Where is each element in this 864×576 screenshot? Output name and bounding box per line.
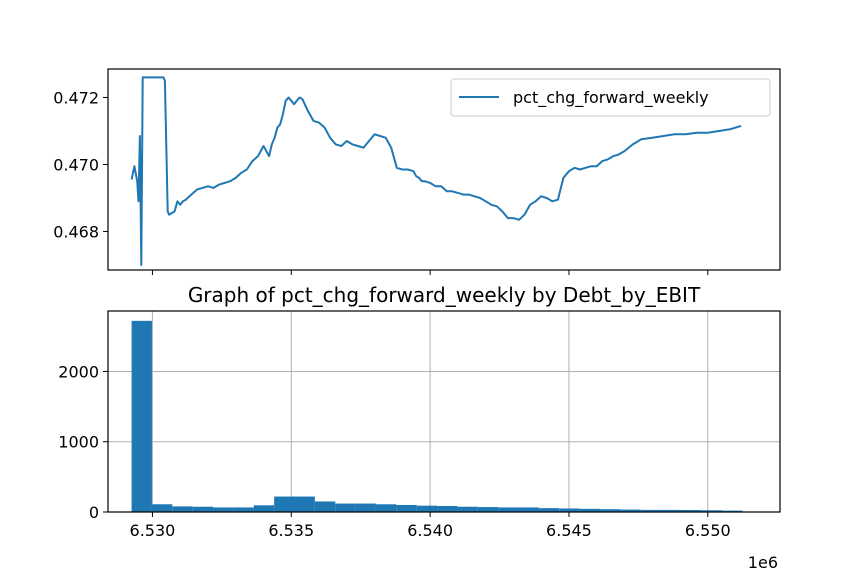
line-chart-y-tick-label: 0.468 [53,222,99,241]
histogram-x-tick-label: 6.545 [546,521,592,540]
line-chart-y-tick-label: 0.472 [53,88,99,107]
histogram-bar [314,501,336,512]
histogram-bar [416,505,438,512]
histogram-bar [151,504,173,512]
line-chart-plot-area [130,76,742,266]
histogram-bars [131,320,743,512]
histogram-bar [477,507,499,512]
histogram-bar [599,509,621,512]
line-chart-axes: 0.468 0.470 0.472 pct_chg_forward_weekly [53,68,781,275]
histogram-bar [579,508,600,512]
x-axis-offset-label: 1e6 [748,553,778,572]
histogram-y-tick-label: 0 [89,503,99,522]
histogram-bar [559,508,580,512]
histogram-bar [375,504,397,512]
histogram-x-tick-label: 6.530 [130,521,176,540]
histogram-axes: Graph of pct_chg_forward_weekly by Debt_… [58,283,781,572]
histogram-bar [172,506,193,512]
line-chart-y-tick-label: 0.470 [53,155,99,174]
histogram-bar [274,496,295,512]
histogram-bar [396,504,417,512]
histogram-bar [213,507,234,512]
histogram-bar [233,507,254,512]
histogram-bar [498,507,519,512]
histogram-bar [538,508,560,512]
legend-entry-pct-chg-forward-weekly: pct_chg_forward_weekly [513,88,709,108]
histogram-bar [253,505,275,512]
histogram-bar [681,510,702,512]
histogram-x-tick-label: 6.550 [685,521,731,540]
histogram-bar [640,509,662,512]
histogram-bar [518,507,539,512]
chart-title: Graph of pct_chg_forward_weekly by Debt_… [188,283,701,307]
histogram-y-ticks: 0 1000 2000 [58,362,108,522]
histogram-bar [355,503,376,512]
line-chart-frame [107,68,781,271]
legend-box [450,78,771,117]
histogram-x-ticks: 6.530 6.535 6.540 6.545 6.550 [130,512,731,540]
histogram-bar [620,509,641,512]
histogram-bar [192,506,214,512]
histogram-frame [107,310,781,513]
histogram-bar [335,503,356,512]
histogram-bar [722,510,743,512]
histogram-bar [457,506,478,512]
histogram-x-tick-label: 6.535 [268,521,314,540]
histogram-bar [131,320,152,512]
line-chart-x-ticks [151,270,709,275]
histogram-bar [701,510,723,512]
histogram-bar [661,509,682,512]
histogram-x-tick-label: 6.540 [407,521,453,540]
histogram-y-tick-label: 2000 [58,362,99,381]
series-line-pct-chg-forward-weekly [130,76,742,266]
line-chart-y-ticks: 0.468 0.470 0.472 [53,88,108,241]
histogram-bar [437,506,458,512]
histogram-y-tick-label: 1000 [58,433,99,452]
legend: pct_chg_forward_weekly [450,78,771,117]
histogram-bar [294,496,315,512]
